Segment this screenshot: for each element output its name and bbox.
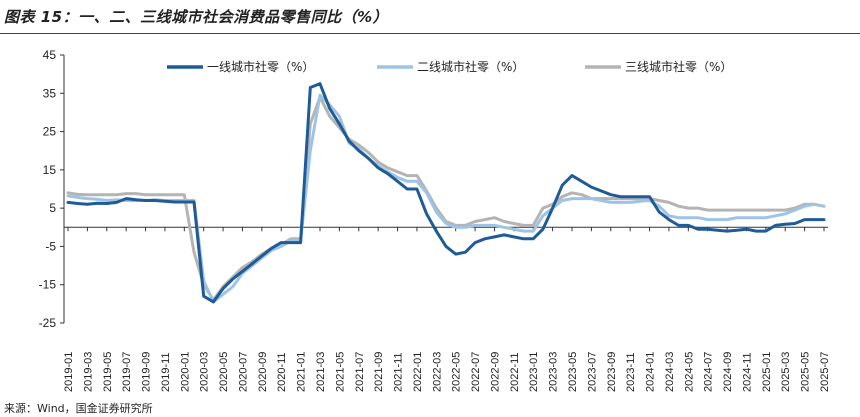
source-note: 来源：Wind，国金证券研究所 [4,402,153,415]
x-tick-label: 2021-07 [354,352,366,392]
x-tick-label: 2021-03 [315,352,327,392]
x-tick-label: 2025-05 [800,352,812,392]
x-tick-label: 2024-09 [722,352,734,392]
x-tick-label: 2022-09 [489,352,501,392]
series-lines [66,82,826,304]
x-tick-label: 2019-01 [63,352,75,392]
title-divider [0,33,860,34]
x-tick-label: 2024-01 [645,352,657,392]
x-tick-label: 2022-01 [412,352,424,392]
x-tick-label: 2022-07 [470,352,482,392]
series-line-1 [66,82,826,304]
x-tick-label: 2020-03 [199,352,211,392]
x-tick-label: 2024-03 [664,352,676,392]
x-tick-label: 2021-11 [393,352,405,392]
legend-label-2: 二线城市社零（%） [417,59,524,74]
x-tick-label: 2022-05 [451,352,463,392]
x-tick-label: 2022-11 [509,352,521,392]
y-tick-label: 25 [43,125,57,139]
series-line-3 [66,95,826,302]
x-tick-label: 2019-07 [121,352,133,392]
y-tick-label: -5 [45,239,56,253]
series-line-2 [66,93,826,304]
x-tick-label: 2025-07 [819,352,831,392]
x-tick-label: 2023-11 [625,352,637,392]
x-tick-label: 2020-07 [237,352,249,392]
x-tick-label: 2021-09 [373,352,385,392]
x-tick-label: 2024-07 [703,352,715,392]
x-tick-label: 2024-11 [741,352,753,392]
axes [63,55,828,323]
legend: 一线城市社零（%） 二线城市社零（%） 三线城市社零（%） [167,59,732,74]
x-tick-label: 2023-01 [528,352,540,392]
y-tick-label: 35 [43,86,57,100]
x-tick-label: 2025-03 [780,352,792,392]
x-tick-label: 2021-05 [334,352,346,392]
y-tick-label: 45 [43,48,57,62]
x-tick-label: 2023-09 [606,352,618,392]
x-tick-label: 2020-09 [257,352,269,392]
y-axis-ticks: 45 35 25 15 5 -5 -15 -25 [39,48,64,330]
x-tick-label: 2019-09 [141,352,153,392]
x-tick-label: 2019-05 [102,352,114,392]
x-tick-label: 2024-05 [683,352,695,392]
x-tick-label: 2021-01 [296,352,308,392]
x-axis-ticks: 2019-01 2019-03 2019-05 2019-07 2019-09 2019-… [63,227,831,392]
legend-label-3: 三线城市社零（%） [625,59,732,74]
x-tick-label: 2020-11 [276,352,288,392]
y-tick-label: 15 [43,163,57,177]
x-tick-label: 2019-03 [82,352,94,392]
x-tick-label: 2025-01 [761,352,773,392]
chart-title: 图表 15：一、二、三线城市社会消费品零售同比（%） [4,8,389,26]
x-tick-label: 2020-01 [179,352,191,392]
x-tick-label: 2023-07 [586,352,598,392]
x-tick-label: 2023-05 [567,352,579,392]
y-tick-label: -25 [39,316,57,330]
legend-label-1: 一线城市社零（%） [207,59,314,74]
y-tick-label: -15 [39,278,57,292]
x-tick-label: 2019-11 [160,352,172,392]
y-tick-label: 5 [49,201,56,215]
x-tick-label: 2020-05 [218,352,230,392]
x-tick-label: 2023-03 [548,352,560,392]
x-tick-label: 2022-03 [431,352,443,392]
